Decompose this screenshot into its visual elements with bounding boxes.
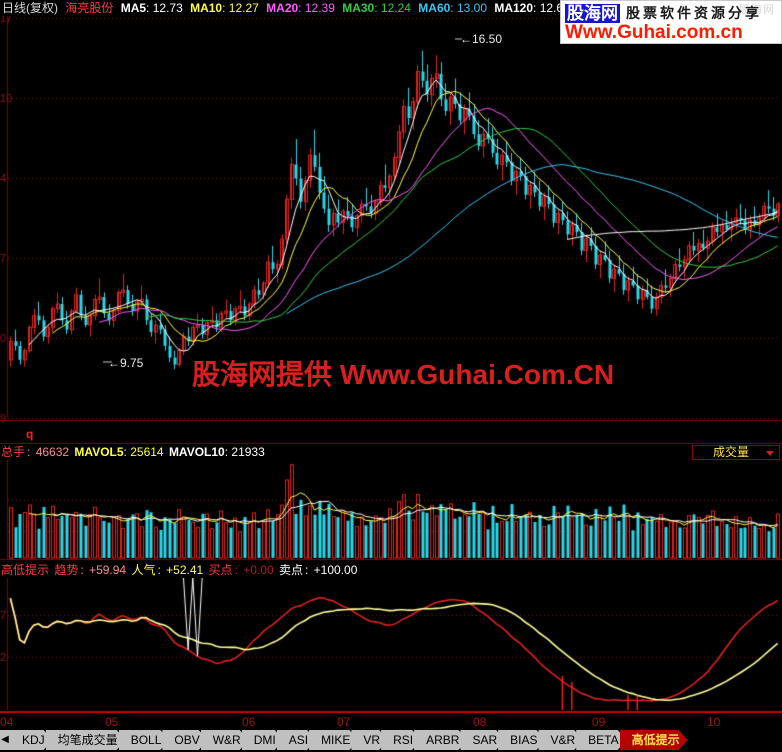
tab-avg-volume[interactable]: 均笔成交量	[46, 730, 126, 750]
trend-label: 趋势	[54, 563, 79, 577]
ma5-value: 12.73	[152, 1, 183, 15]
trend-value: +59.94	[89, 563, 127, 577]
ma60-value: 13.00	[456, 1, 487, 15]
ma5-label: MA5	[120, 1, 147, 15]
sentiment-value: +52.41	[166, 563, 204, 577]
tab-bar-filler	[680, 730, 782, 752]
sentiment-label: 人气	[131, 563, 156, 577]
logo-url: Www.Guhai.com.cn	[565, 22, 743, 43]
tab-high-low-hint[interactable]: 高低提示	[620, 730, 688, 750]
ma30-label: MA30	[342, 1, 375, 15]
tab-obv[interactable]: OBV	[162, 730, 207, 750]
tab-v-and-r[interactable]: V&R	[538, 730, 583, 750]
low-price-arrow: ←	[108, 356, 120, 370]
x-tick-04: 04	[0, 715, 14, 729]
x-axis: 04 05 06 07 08 09 10	[0, 712, 782, 731]
tab-arbr[interactable]: ARBR	[414, 730, 467, 750]
sellpoint-value: +100.00	[313, 563, 358, 577]
indicator-panel-header: 高低提示 趋势: +59.94 人气: +52.41 买点: +0.00 卖点:…	[0, 562, 782, 578]
mavol10-readout: MAVOL10: 21933	[168, 445, 265, 459]
tab-dmi[interactable]: DMI	[242, 730, 284, 750]
ma120-label: MA120	[494, 1, 534, 15]
ma20-readout: MA20: 12.39	[266, 1, 335, 15]
indicator-tab-bar[interactable]: ◀ KDJ 均笔成交量 BOLL OBV W&R DMI ASI MIKE VR…	[0, 730, 782, 752]
mavol5-value: 25614	[130, 445, 164, 459]
x-tick-05: 05	[105, 715, 119, 729]
center-watermark: 股海网提供 Www.Guhai.Com.CN	[192, 359, 615, 390]
quantity-flag: q	[26, 427, 34, 441]
mavol10-value: 21933	[231, 445, 265, 459]
tab-rsi[interactable]: RSI	[381, 730, 421, 750]
tab-wr[interactable]: W&R	[201, 730, 249, 750]
volume-panel-header: 总手: 46632 MAVOL5: 25614 MAVOL10: 21933	[0, 444, 782, 460]
volume-title[interactable]: 总手	[1, 445, 26, 459]
x-tick-08: 08	[473, 715, 487, 729]
volume-indicator-selector[interactable]: 成交量	[692, 445, 780, 460]
tab-asi[interactable]: ASI	[277, 730, 316, 750]
ma60-label: MA60	[418, 1, 451, 15]
ma20-value: 12.39	[304, 1, 335, 15]
ma10-value: 12.27	[228, 1, 259, 15]
ma30-value: 12.24	[380, 1, 411, 15]
indicator-title[interactable]: 高低提示	[1, 563, 50, 577]
tab-mike[interactable]: MIKE	[309, 730, 358, 750]
tab-boll[interactable]: BOLL	[119, 730, 170, 750]
logo-brand: 股海网	[565, 3, 620, 23]
mavol5-readout: MAVOL5: 25614	[74, 445, 164, 459]
buypoint-value: +0.00	[243, 563, 274, 577]
logo-ghost-text: 股海网	[739, 4, 775, 16]
stock-name-label[interactable]: 海亮股份	[65, 1, 114, 15]
ma60-readout: MA60: 13.00	[418, 1, 487, 15]
low-price-value: 9.75	[120, 356, 144, 370]
x-tick-10: 10	[707, 715, 721, 729]
site-logo-watermark: 股海网 股海网 股票软件资源分享 Www.Guhai.com.cn	[560, 0, 782, 44]
buypoint-label: 买点	[208, 563, 233, 577]
mavol5-label: MAVOL5	[74, 445, 124, 459]
high-price-value: 16.50	[472, 32, 503, 46]
ma10-label: MA10	[190, 1, 223, 15]
low-price-annotation: ←9.75	[108, 357, 143, 369]
sellpoint-label: 卖点	[278, 563, 303, 577]
volume-total-value: 46632	[35, 445, 70, 459]
chevron-down-icon	[766, 451, 774, 456]
x-tick-07: 07	[337, 715, 351, 729]
high-price-annotation: ←16.50	[460, 33, 502, 45]
ma20-label: MA20	[266, 1, 299, 15]
x-tick-06: 06	[242, 715, 256, 729]
mavol10-label: MAVOL10	[168, 445, 225, 459]
ma30-readout: MA30: 12.24	[342, 1, 411, 15]
tab-bias[interactable]: BIAS	[498, 730, 545, 750]
high-price-arrow: ←	[460, 32, 472, 46]
volume-selector-label: 成交量	[712, 445, 749, 459]
tab-scroll-left-arrow[interactable]: ◀	[0, 730, 10, 750]
tab-vr[interactable]: VR	[351, 730, 388, 750]
logo-line-1: 股海网 股票软件资源分享	[565, 3, 762, 23]
tab-sar[interactable]: SAR	[460, 730, 505, 750]
x-tick-09: 09	[592, 715, 606, 729]
ma5-readout: MA5: 12.73	[120, 1, 183, 15]
tab-kdj[interactable]: KDJ	[10, 730, 53, 750]
tab-beta[interactable]: BETA	[576, 730, 626, 750]
logo-tagline: 股票软件资源分享	[626, 4, 762, 21]
ma10-readout: MA10: 12.27	[190, 1, 259, 15]
period-label[interactable]: 日线(复权)	[2, 1, 58, 15]
